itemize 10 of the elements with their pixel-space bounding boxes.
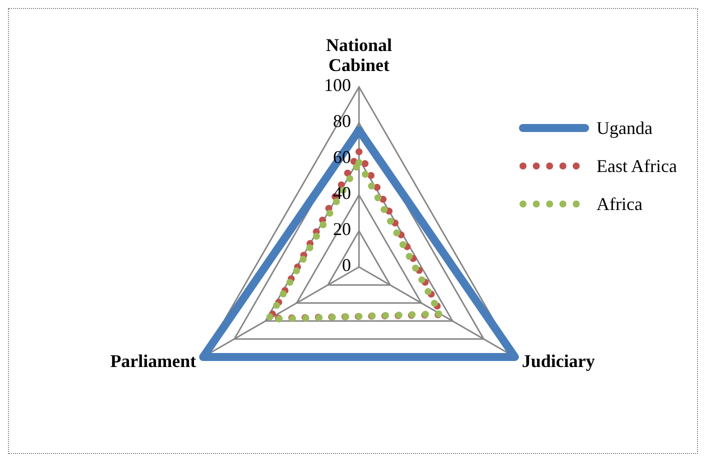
legend-label: East Africa: [596, 156, 677, 176]
y-tick-label: 100: [324, 75, 351, 96]
spoke-label: Parliament: [110, 351, 196, 371]
y-tick-label: 0: [342, 255, 351, 276]
spoke-label: National Cabinet: [326, 35, 392, 75]
spoke-label: Judiciary: [522, 351, 595, 371]
y-tick-label: 80: [333, 111, 351, 132]
legend-label: Uganda: [596, 118, 653, 138]
y-tick-label: 20: [333, 219, 351, 240]
legend-label: Africa: [596, 194, 642, 214]
